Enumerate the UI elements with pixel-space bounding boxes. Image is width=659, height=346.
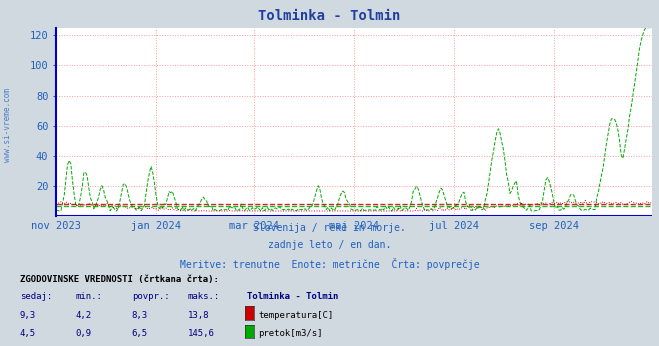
Text: 145,6: 145,6 xyxy=(188,329,215,338)
Text: 4,2: 4,2 xyxy=(76,311,92,320)
Text: ZGODOVINSKE VREDNOSTI (črtkana črta):: ZGODOVINSKE VREDNOSTI (črtkana črta): xyxy=(20,275,219,284)
Text: Tolminka - Tolmin: Tolminka - Tolmin xyxy=(258,9,401,22)
Text: Slovenija / reke in morje.: Slovenija / reke in morje. xyxy=(253,223,406,233)
Text: min.:: min.: xyxy=(76,292,103,301)
Text: www.si-vreme.com: www.si-vreme.com xyxy=(3,88,13,162)
Text: zadnje leto / en dan.: zadnje leto / en dan. xyxy=(268,240,391,251)
Text: povpr.:: povpr.: xyxy=(132,292,169,301)
Text: Tolminka - Tolmin: Tolminka - Tolmin xyxy=(247,292,339,301)
Text: maks.:: maks.: xyxy=(188,292,220,301)
Text: 4,5: 4,5 xyxy=(20,329,36,338)
Text: 0,9: 0,9 xyxy=(76,329,92,338)
Text: 8,3: 8,3 xyxy=(132,311,148,320)
Text: temperatura[C]: temperatura[C] xyxy=(258,311,333,320)
Text: Meritve: trenutne  Enote: metrične  Črta: povprečje: Meritve: trenutne Enote: metrične Črta: … xyxy=(180,258,479,270)
Text: 13,8: 13,8 xyxy=(188,311,210,320)
Text: 9,3: 9,3 xyxy=(20,311,36,320)
Text: 6,5: 6,5 xyxy=(132,329,148,338)
Text: sedaj:: sedaj: xyxy=(20,292,52,301)
Text: pretok[m3/s]: pretok[m3/s] xyxy=(258,329,323,338)
